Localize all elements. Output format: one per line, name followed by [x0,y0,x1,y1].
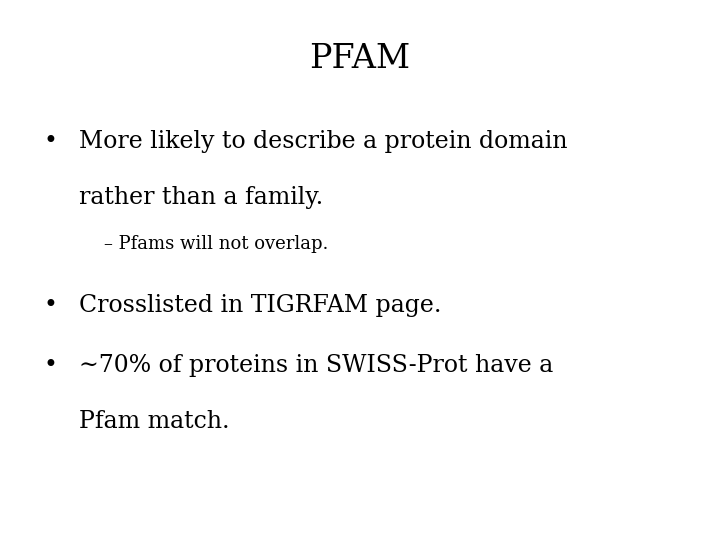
Text: •: • [43,354,57,377]
Text: rather than a family.: rather than a family. [79,186,323,210]
Text: •: • [43,130,57,153]
Text: More likely to describe a protein domain: More likely to describe a protein domain [79,130,567,153]
Text: – Pfams will not overlap.: – Pfams will not overlap. [104,235,329,253]
Text: Pfam match.: Pfam match. [79,410,230,434]
Text: PFAM: PFAM [310,43,410,75]
Text: ∼70% of proteins in SWISS-Prot have a: ∼70% of proteins in SWISS-Prot have a [79,354,554,377]
Text: •: • [43,294,57,318]
Text: Crosslisted in TIGRFAM page.: Crosslisted in TIGRFAM page. [79,294,441,318]
